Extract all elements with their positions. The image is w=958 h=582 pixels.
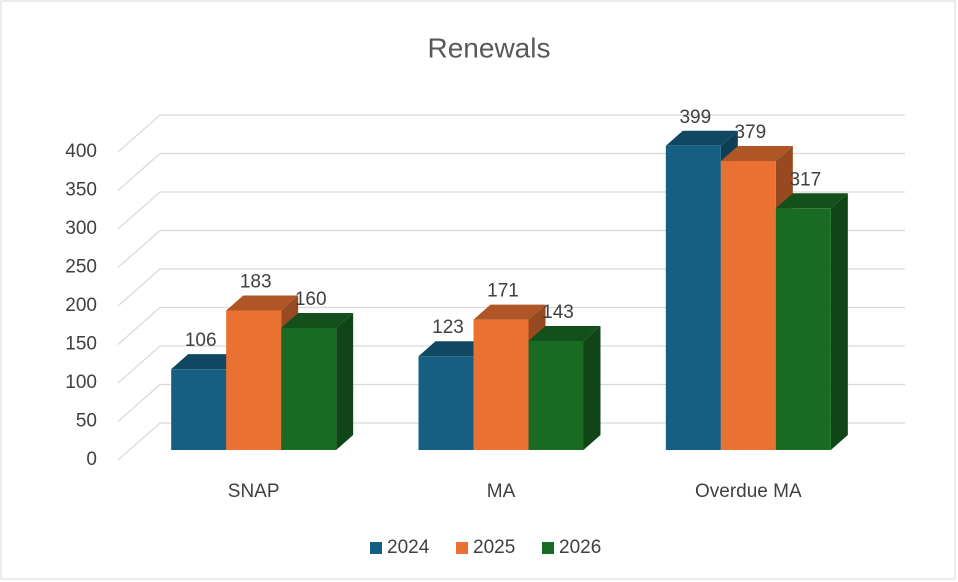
bar (281, 328, 337, 450)
data-label: 160 (295, 289, 327, 310)
data-label: 106 (185, 330, 217, 351)
legend-label: 2026 (559, 537, 601, 558)
bar-top (281, 313, 354, 328)
data-label: 399 (679, 107, 711, 128)
grid-line (117, 422, 905, 461)
x-tick-label: SNAP (228, 481, 280, 502)
bar (665, 145, 721, 450)
bar-side (830, 193, 848, 450)
x-tick-label: Overdue MA (695, 481, 802, 502)
bar-top (528, 325, 601, 341)
y-tick-label: 100 (65, 372, 97, 393)
data-label: 317 (789, 169, 821, 190)
legend-swatch (370, 542, 382, 554)
bar (528, 340, 584, 450)
bar (418, 356, 474, 450)
y-tick-label: 300 (65, 218, 97, 239)
y-tick-label: 150 (65, 334, 97, 355)
bar-top (775, 193, 848, 209)
data-label: 183 (240, 271, 272, 292)
y-tick-label: 350 (65, 180, 97, 201)
data-label: 379 (734, 122, 766, 143)
grid-line (117, 345, 905, 384)
legend-label: 2025 (473, 537, 515, 558)
bar-top (720, 146, 793, 162)
bar (473, 319, 529, 450)
y-tick-label: 200 (65, 295, 97, 316)
y-tick-label: 400 (65, 141, 97, 162)
bar (720, 161, 776, 450)
x-tick-label: MA (487, 481, 516, 502)
bar-top (226, 295, 299, 311)
grid-line (117, 114, 905, 153)
data-label: 143 (542, 302, 574, 323)
legend-swatch (456, 542, 468, 554)
y-tick-label: 250 (65, 257, 97, 278)
legend-label: 2024 (387, 537, 430, 558)
grid-line (117, 306, 905, 345)
bar (775, 208, 831, 450)
legend-swatch (542, 542, 554, 554)
bar-top (665, 130, 738, 146)
bar (226, 310, 282, 450)
grid-line (117, 191, 905, 230)
grid-line (117, 152, 905, 191)
grid-line (117, 268, 905, 307)
bar-top (418, 341, 491, 357)
data-label: 171 (487, 281, 519, 302)
grid-line (117, 383, 905, 422)
y-tick-label: 50 (76, 411, 97, 432)
y-tick-label: 0 (86, 449, 97, 470)
bar-top (473, 304, 546, 320)
bar-top (171, 354, 244, 370)
bar-side (583, 325, 601, 450)
bar (171, 369, 227, 450)
bar-side (336, 313, 354, 450)
data-label: 123 (432, 317, 464, 338)
grid-line (117, 229, 905, 268)
chart-title: Renewals (428, 32, 551, 63)
